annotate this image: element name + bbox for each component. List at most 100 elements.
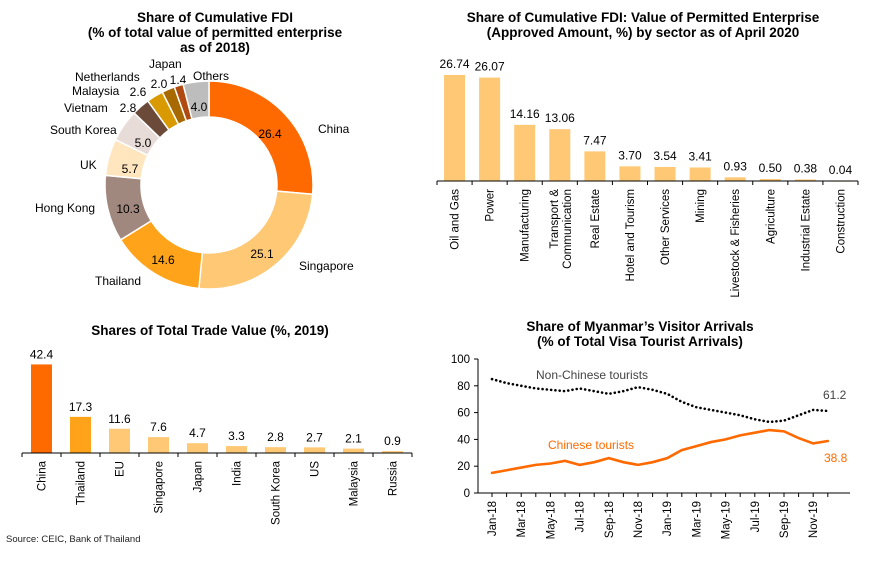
visitor-x-tick-label: Mar-18	[516, 501, 528, 537]
visitor-y-tick-label: 0	[464, 488, 470, 500]
visitor-series-line	[490, 428, 830, 475]
fdi-sector-bar-chart: Share of Cumulative FDI: Value of Permit…	[436, 10, 859, 298]
trade-bar	[109, 428, 130, 453]
slice-category-label: UK	[80, 158, 97, 172]
visitor-x-tick-label: Sep-19	[779, 501, 791, 538]
sector-value-label: 0.50	[759, 161, 783, 175]
visitor-series-line	[490, 377, 830, 424]
trade-bar	[265, 447, 286, 453]
trade-bar	[382, 451, 403, 453]
visitor-x-tick-label: Mar-19	[691, 501, 703, 537]
trade-title-line: Shares of Total Trade Value (%, 2019)	[91, 323, 329, 338]
trade-category-label: Malaysia	[349, 460, 361, 506]
sector-value-label: 26.74	[440, 57, 470, 71]
trade-bar	[343, 448, 364, 453]
trade-bar	[187, 443, 208, 453]
fdi-country-title-line: Share of Cumulative FDI	[137, 10, 293, 25]
visitor-x-tick-label: Nov-18	[633, 501, 645, 538]
slice-value-label: 4.0	[191, 100, 208, 114]
slice-value-label: 14.6	[151, 253, 175, 267]
trade-category-label: Thailand	[76, 461, 88, 505]
trade-value-label: 7.6	[150, 420, 167, 434]
visitor-y-tick-label: 100	[451, 354, 470, 366]
trade-category-label: India	[232, 460, 244, 486]
slice-value-label: 2.0	[151, 77, 168, 91]
visitor-y-tick-label: 60	[457, 408, 470, 420]
fdi-sector-title-line: Share of Cumulative FDI: Value of Permit…	[467, 10, 820, 25]
visitor-x-tick-label: May-18	[545, 501, 557, 539]
sector-value-label: 14.16	[510, 107, 540, 121]
visitor-x-tick-label: May-19	[721, 501, 733, 539]
slice-value-label: 10.3	[116, 202, 140, 216]
sector-category-label: Transport &	[549, 189, 561, 249]
trade-category-label: US	[310, 461, 322, 477]
trade-category-label: Singapore	[154, 461, 166, 513]
visitor-x-tick-label: Jan-19	[662, 501, 674, 536]
trade-value-label: 17.3	[69, 400, 93, 414]
sector-category-label: Construction	[835, 189, 847, 254]
visitor-series-name: Chinese tourists	[548, 438, 634, 452]
sector-bar	[514, 124, 536, 181]
slice-category-label: South Korea	[50, 123, 117, 137]
sector-value-label: 0.93	[724, 159, 748, 173]
slice-value-label: 1.4	[170, 73, 187, 87]
slice-value-label: 25.1	[250, 247, 274, 261]
slice-category-label: Netherlands	[75, 70, 140, 84]
visitors-title-line: Share of Myanmar’s Visitor Arrivals	[526, 319, 753, 334]
fdi-country-title-line: (% of total value of permitted enterpris…	[88, 25, 343, 40]
sector-category-label: Real Estate	[590, 189, 602, 248]
sector-bar	[619, 166, 641, 181]
sector-category-label: Other Services	[660, 189, 672, 265]
visitor-y-tick-label: 20	[457, 461, 470, 473]
donut-slice-others	[182, 80, 210, 121]
sector-category-label: Agriculture	[765, 189, 777, 244]
slice-category-label: Hong Kong	[35, 201, 95, 215]
slice-category-label: Others	[193, 69, 229, 83]
visitor-x-tick-label: Jul-18	[575, 501, 587, 532]
sector-value-label: 13.06	[545, 111, 575, 125]
slice-value-label: 2.6	[130, 85, 147, 99]
visitor-series-end-label: 61.2	[823, 388, 847, 402]
visitor-series-name: Non-Chinese tourists	[536, 368, 648, 382]
visitor-y-tick-label: 80	[457, 381, 470, 393]
slice-value-label: 26.4	[258, 127, 282, 141]
slice-value-label: 5.0	[135, 136, 152, 150]
trade-bar	[226, 446, 247, 453]
donut-slice-singapore	[198, 190, 314, 290]
slice-category-label: Singapore	[299, 259, 354, 273]
trade-value-label: 11.6	[108, 412, 131, 426]
slice-category-label: China	[318, 122, 350, 136]
trade-bar	[304, 447, 325, 453]
slice-category-label: Malaysia	[72, 84, 120, 98]
trade-value-label: 2.7	[306, 430, 323, 444]
visitors-title-line: (% of Total Visa Tourist Arrivals)	[537, 334, 743, 349]
sector-bar	[584, 151, 606, 181]
sector-category-label: Hotel and Tourism	[625, 189, 637, 281]
sector-value-label: 7.47	[583, 133, 607, 147]
trade-share-bar-chart: Shares of Total Trade Value (%, 2019) 42.…	[21, 323, 413, 525]
fdi-country-donut-chart: Share of Cumulative FDI(% of total value…	[35, 10, 354, 290]
trade-category-label: Japan	[193, 461, 205, 492]
sector-bar	[479, 77, 501, 181]
trade-value-label: 4.7	[189, 426, 206, 440]
fdi-sector-title-line: (Approved Amount, %) by sector as of Apr…	[487, 25, 800, 40]
sector-category-label: Mining	[695, 189, 707, 223]
sector-bar	[654, 166, 676, 181]
trade-category-label: South Korea	[271, 460, 283, 525]
visitor-x-tick-label: Sep-18	[604, 501, 616, 538]
sector-bar	[794, 179, 816, 181]
visitor-x-tick-label: Jul-19	[750, 501, 762, 532]
sector-bar	[689, 167, 711, 181]
trade-category-label: EU	[115, 461, 127, 477]
slice-value-label: 2.8	[120, 101, 137, 115]
sector-bar	[759, 179, 781, 181]
trade-value-label: 42.4	[30, 347, 54, 361]
visitor-series-end-label: 38.8	[824, 451, 848, 465]
slice-category-label: Japan	[149, 57, 182, 71]
fdi-country-title-line: as of 2018)	[180, 40, 250, 55]
sector-value-label: 26.07	[475, 60, 505, 74]
trade-bar	[148, 437, 169, 453]
sector-category-label: Communication	[562, 189, 574, 269]
visitor-arrivals-line-chart: Share of Myanmar’s Visitor Arrivals(% of…	[451, 319, 850, 539]
